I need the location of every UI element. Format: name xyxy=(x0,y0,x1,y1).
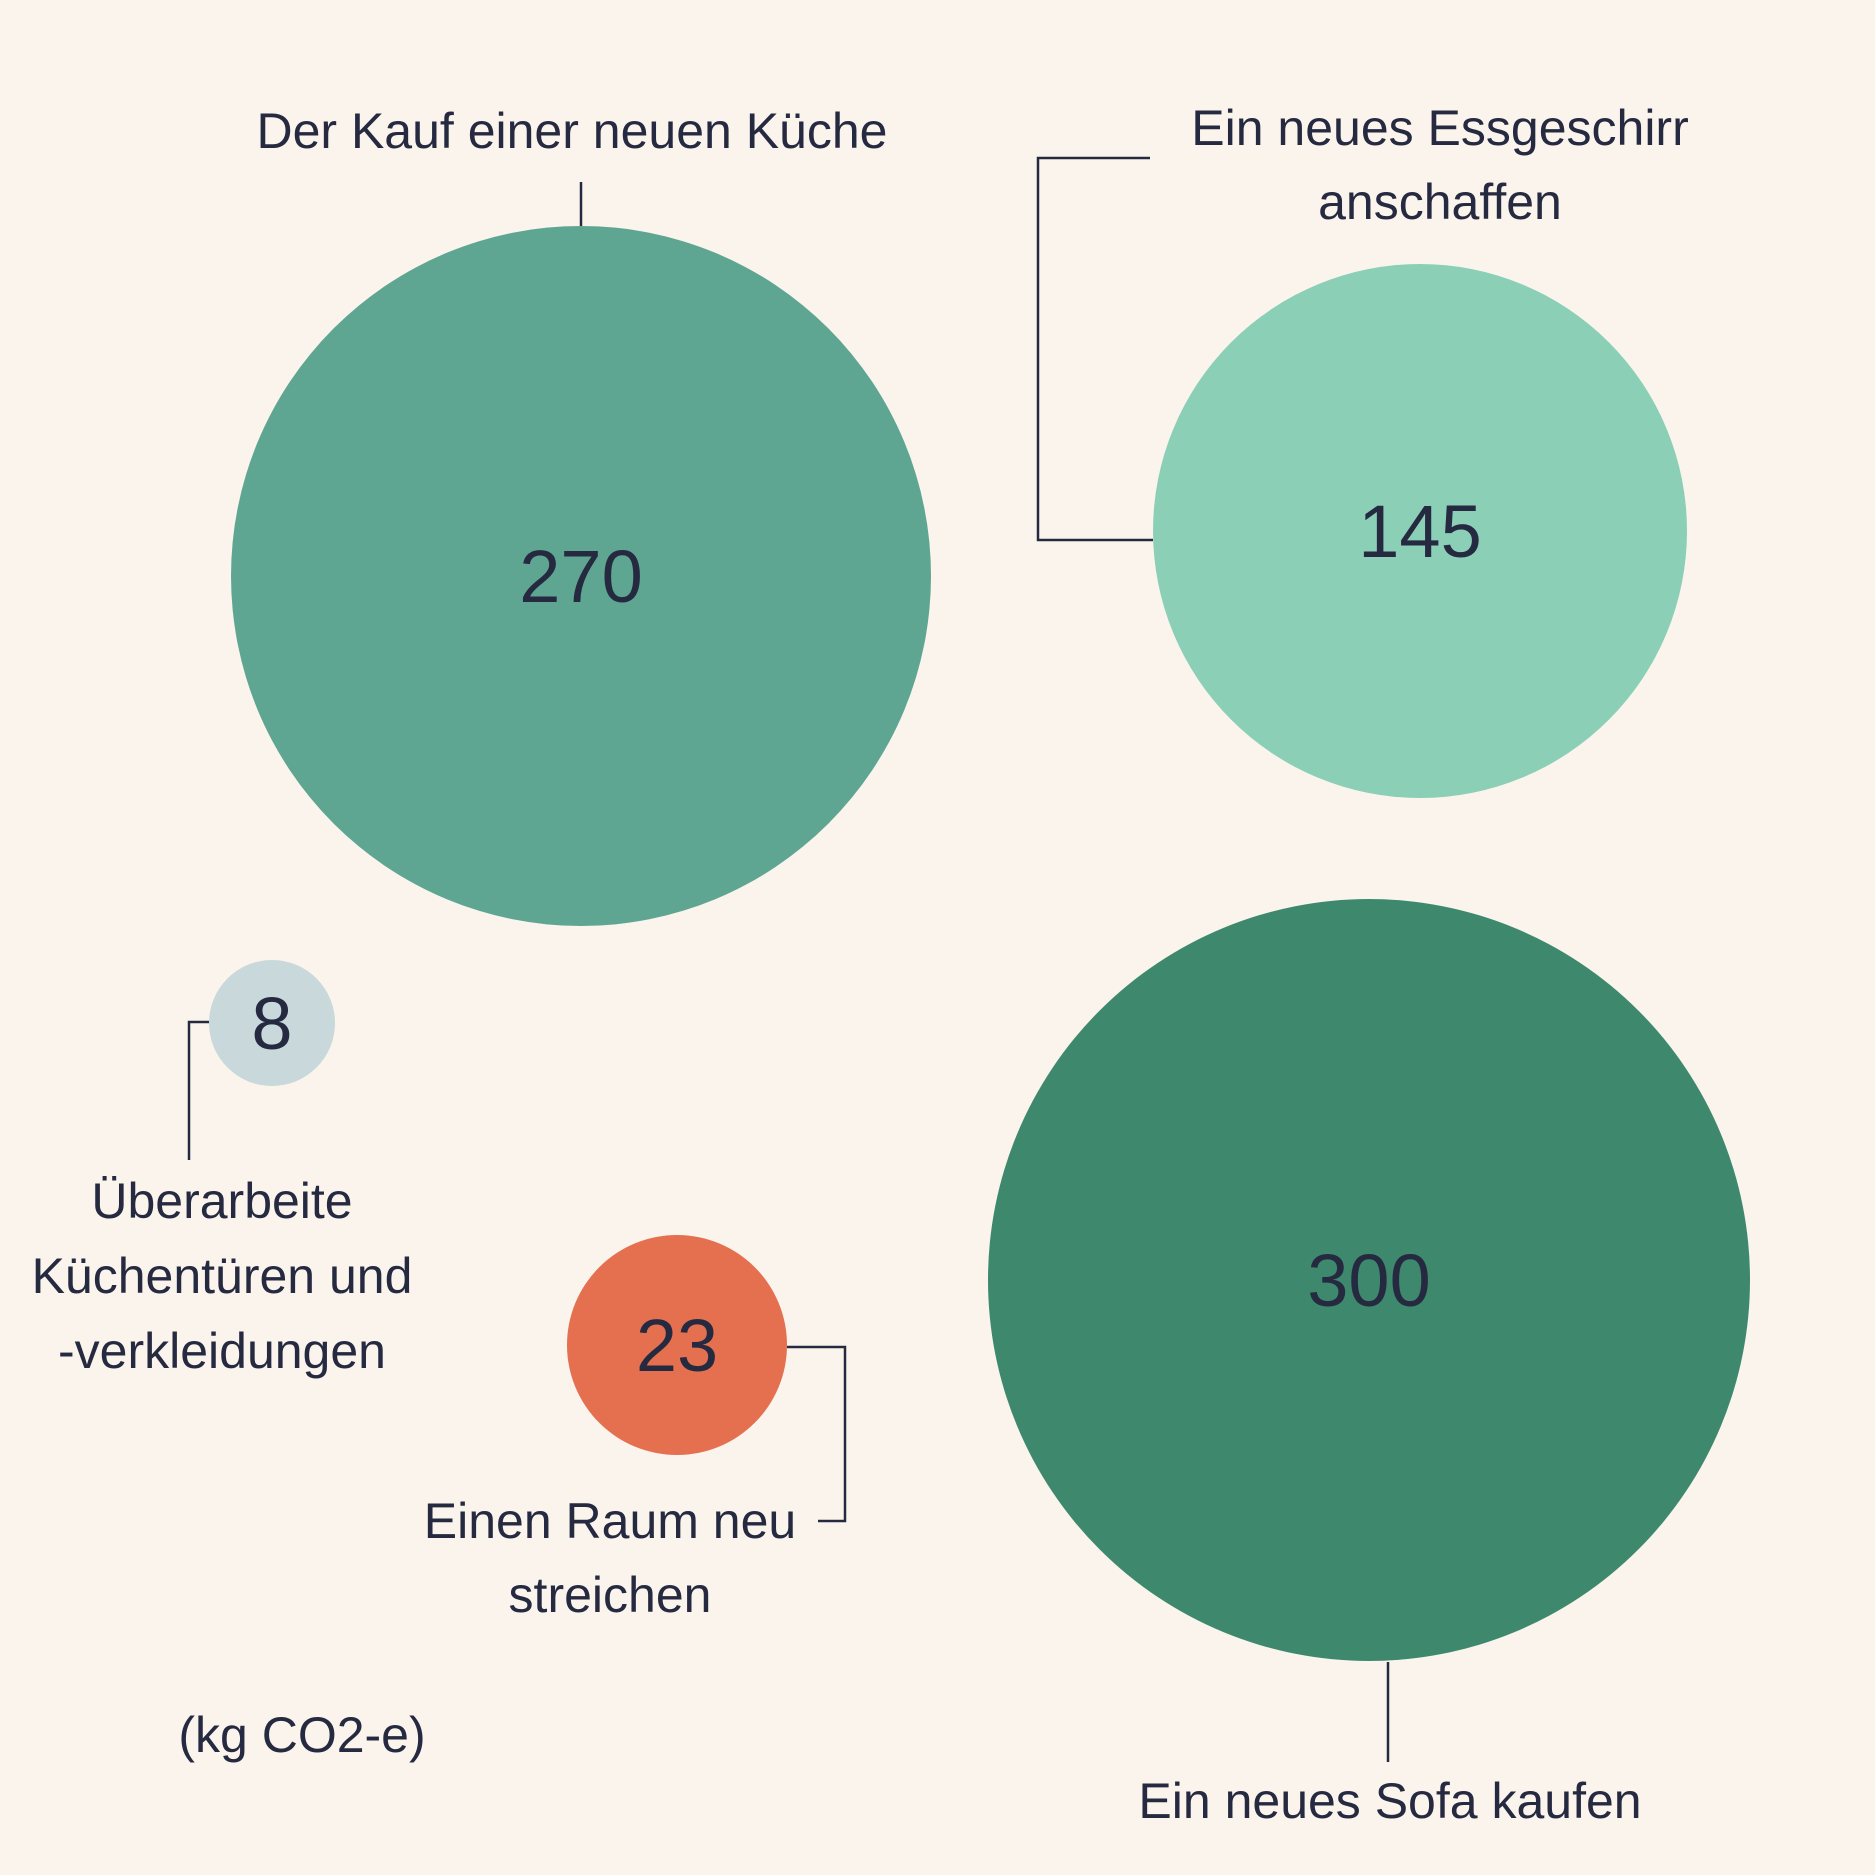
bubble-label-1-line-1: anschaffen xyxy=(1318,174,1562,230)
bubble-label-1-line-0: Ein neues Essgeschirr xyxy=(1191,100,1688,156)
bubble-value-1: 145 xyxy=(1358,490,1481,573)
bubble-label-2-line-2: -verkleidungen xyxy=(58,1323,386,1379)
bubble-value-2: 8 xyxy=(251,982,292,1065)
bubble-1 xyxy=(1153,264,1687,798)
labels-group: Der Kauf einer neuen Küche Ein neues Essg… xyxy=(32,100,1689,1829)
leader-line-2 xyxy=(187,1020,209,1160)
bubble-0 xyxy=(231,226,931,926)
bubble-label-4-line-0: Ein neues Sofa kaufen xyxy=(1138,1773,1641,1829)
bubble-label-0-line-0: Der Kauf einer neuen Küche xyxy=(257,103,888,159)
bubble-label-3-line-1: streichen xyxy=(509,1567,712,1623)
bubble-value-0: 270 xyxy=(519,535,642,618)
leader-line-3 xyxy=(787,1345,847,1523)
bubble-value-3: 23 xyxy=(636,1304,718,1387)
bubble-3 xyxy=(567,1235,787,1455)
leader-line-1 xyxy=(1036,156,1153,542)
bubble-label-3-line-0: Einen Raum neu xyxy=(424,1493,796,1549)
bubble-2 xyxy=(209,960,335,1086)
bubble-label-2-line-0: Überarbeite xyxy=(91,1173,352,1229)
bubbles-group: 270 145 8 23 300 xyxy=(209,226,1750,1661)
bubble-label-2-line-1: Küchentüren und xyxy=(32,1248,413,1304)
leader-lines-group xyxy=(187,156,1390,1762)
bubble-value-4: 300 xyxy=(1307,1239,1430,1322)
unit-note: (kg CO2-e) xyxy=(178,1707,425,1763)
bubble-4 xyxy=(988,899,1750,1661)
